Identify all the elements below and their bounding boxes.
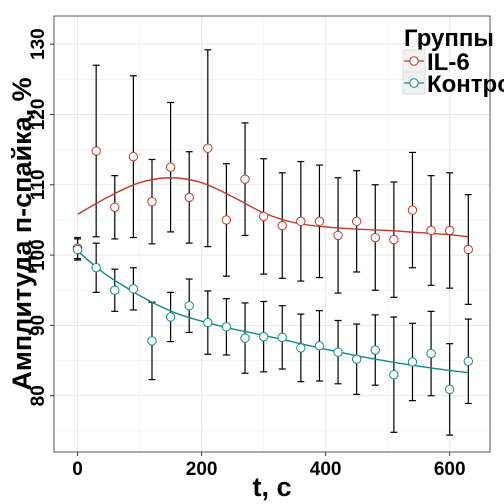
data-point-control [370,345,380,355]
axes: 0 200 400 600 80 90 100 110 120 130 [28,28,466,480]
legend: Группы IL-6 Контроль [402,25,504,98]
data-point-control [389,369,399,380]
x-tick-label: 600 [434,459,466,480]
data-point-control [240,333,250,343]
data-point-il6 [221,215,232,225]
x-tick-label: 0 [72,459,83,480]
data-point-control [351,354,362,364]
data-point-il6 [351,216,362,227]
legend-key-marker-control [409,78,419,88]
y-tick-label: 120 [28,99,49,131]
data-point-control [72,244,83,255]
grid [54,16,490,452]
data-point-control [314,341,325,351]
data-point-il6 [370,232,380,243]
y-axis-title: Амплитуда п-спайка, % [7,77,37,390]
x-tick-label: 200 [186,459,218,480]
x-axis-title: t, c [252,472,291,502]
data-point-control [221,322,232,332]
data-point-il6 [91,146,101,156]
legend-item-il6: IL-6 [402,49,470,76]
data-point-control [184,301,194,311]
data-point-il6 [128,151,139,162]
data-point-il6 [240,174,250,184]
data-point-il6 [110,202,120,212]
data-point-control [258,331,269,342]
legend-item-control: Контроль [402,71,504,98]
data-point-il6 [444,225,455,236]
data-point-il6 [203,143,213,153]
data-point-control [426,348,436,359]
data-point-il6 [463,244,473,255]
data-point-il6 [407,205,418,215]
data-point-control [128,284,139,294]
data-point-il6 [314,216,325,227]
data-point-control [147,336,157,346]
legend-label-il6: IL-6 [427,49,470,76]
data-point-il6 [389,234,399,245]
data-point-il6 [184,192,194,203]
data-point-control [296,343,306,353]
trend-line-il6 [77,177,469,238]
y-tick-label: 80 [28,385,49,406]
series-layer [72,49,473,436]
data-point-control [463,356,473,366]
data-point-control [444,384,455,395]
legend-label-control: Контроль [427,71,504,98]
y-tick-label: 100 [28,239,49,271]
data-point-il6 [258,211,269,222]
data-point-il6 [333,230,343,241]
plot-border [53,15,491,453]
data-point-control [333,347,343,357]
data-point-control [407,357,418,367]
data-point-control [91,263,101,273]
legend-title: Группы [404,25,494,52]
data-point-il6 [165,162,176,172]
data-point-control [165,312,176,322]
y-tick-label: 130 [28,28,49,60]
x-tick-label: 400 [310,459,342,480]
data-point-il6 [277,220,287,231]
data-point-il6 [296,216,306,227]
data-point-il6 [147,196,157,207]
data-point-control [203,317,213,328]
data-point-control [277,332,287,343]
y-tick-label: 110 [28,169,49,200]
y-tick-label: 90 [28,315,49,336]
legend-key-marker-il6 [409,56,419,66]
data-point-control [110,285,120,295]
data-point-il6 [426,225,436,236]
